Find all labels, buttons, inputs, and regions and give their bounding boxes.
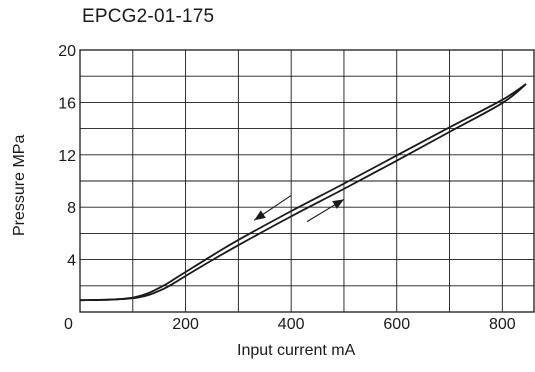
direction-arrows	[253, 194, 345, 223]
y-tick-labels: 4 8 12 16 20	[58, 43, 76, 270]
arrow-head	[332, 199, 344, 209]
arrow-increasing	[306, 198, 345, 223]
grid-lines	[80, 50, 534, 312]
plot-frame	[79, 49, 535, 313]
series-line-decreasing	[79, 83, 527, 302]
x-tick-label: 0	[64, 316, 73, 333]
arrow-head	[254, 210, 266, 221]
x-tick-label: 200	[172, 316, 199, 333]
arrow-decreasing	[253, 194, 292, 221]
y-tick-label: 12	[58, 148, 76, 165]
y-tick-label: 8	[67, 200, 76, 217]
x-tick-label: 600	[383, 316, 410, 333]
y-tick-label: 20	[58, 43, 76, 60]
series-lines	[79, 83, 527, 302]
x-tick-label: 400	[278, 316, 305, 333]
y-tick-label: 4	[67, 253, 76, 270]
x-tick-label: 800	[489, 316, 516, 333]
chart-title: EPCG2-01-175	[82, 6, 215, 27]
x-tick-labels: 0 200 400 600 800	[64, 316, 516, 333]
series-line-increasing	[79, 83, 527, 302]
y-tick-label: 16	[58, 95, 76, 112]
x-axis-label: Input current mA	[237, 342, 356, 359]
